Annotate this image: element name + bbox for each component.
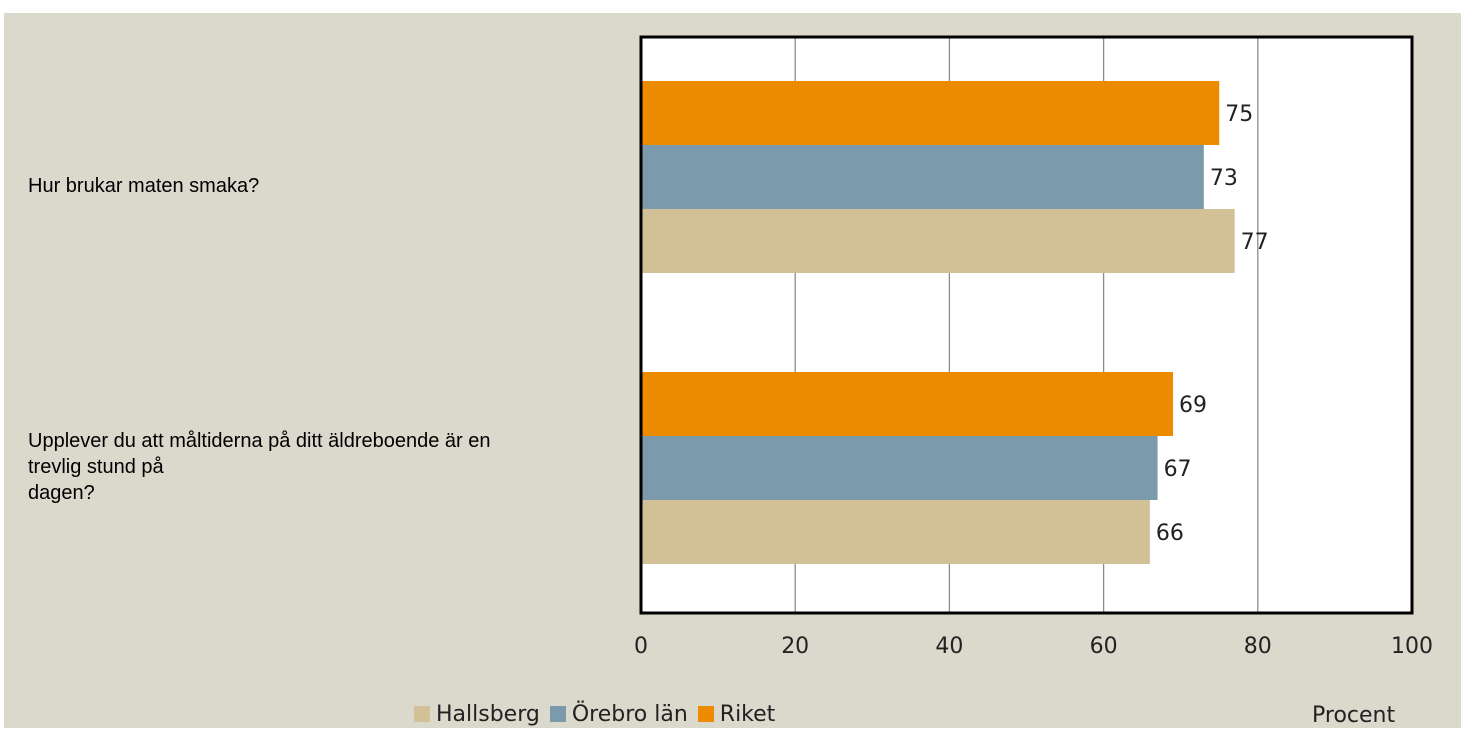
category-label-mealtime: Upplever du att måltiderna på ditt äldre…	[28, 430, 491, 504]
legend-label--rebro-l-n: Örebro län	[571, 701, 688, 727]
legend-item-riket: Riket	[697, 701, 776, 727]
value-label-hallsberg-1: 66	[1156, 521, 1184, 546]
bar-hallsberg-1	[641, 500, 1150, 564]
value-label-hallsberg-0: 77	[1241, 230, 1269, 255]
chart-plot: 75 73 77 69 67 66 0 20 40 60 80 100	[634, 35, 1433, 659]
x-tick-label-60: 60	[1090, 634, 1118, 659]
legend-swatch-hallsberg	[414, 706, 430, 722]
bar--rebro-l-n-1	[641, 436, 1158, 500]
bar-hallsberg-0	[641, 209, 1235, 273]
value-label-riket-0: 75	[1225, 102, 1253, 127]
legend-label-hallsberg: Hallsberg	[436, 701, 540, 727]
value-label--rebro-l-n-0: 73	[1210, 166, 1238, 191]
legend-swatch--rebro-l-n	[549, 706, 566, 722]
x-tick-label-0: 0	[634, 634, 648, 659]
chart-frame: 75 73 77 69 67 66 0 20 40 60 80 100 Hur brukar mat…	[4, 13, 1461, 728]
legend: Hallsberg Örebro län Riket	[414, 699, 775, 729]
x-tick-label-20: 20	[781, 634, 809, 659]
x-axis-label: Procent	[1312, 703, 1396, 728]
legend-item-hallsberg: Hallsberg	[414, 702, 540, 727]
x-tick-label-80: 80	[1244, 634, 1272, 659]
x-tick-label-40: 40	[935, 634, 963, 659]
value-label-riket-1: 69	[1179, 393, 1207, 418]
bar-riket-1	[641, 372, 1173, 436]
bar--rebro-l-n-0	[641, 145, 1204, 209]
legend-item--rebro-l-n: Örebro län	[549, 701, 688, 727]
legend-swatch-riket	[697, 706, 714, 722]
x-tick-label-100: 100	[1391, 634, 1433, 659]
category-label-taste: Hur brukar maten smaka?	[28, 175, 260, 197]
value-label--rebro-l-n-1: 67	[1164, 457, 1192, 482]
bar-riket-0	[641, 81, 1220, 145]
plot-border	[639, 35, 1414, 615]
legend-label-riket: Riket	[719, 701, 776, 727]
